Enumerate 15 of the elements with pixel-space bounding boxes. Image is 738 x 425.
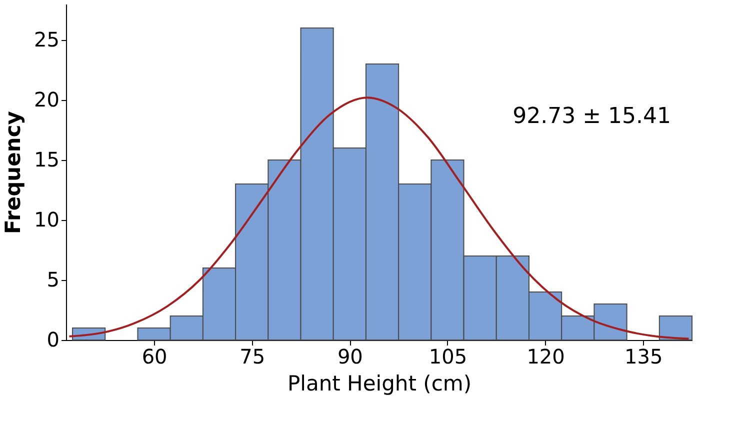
x-tick-label: 120 <box>526 344 565 368</box>
y-tick-label: 20 <box>34 88 60 112</box>
x-tick-label: 90 <box>337 344 363 368</box>
y-tick-label: 15 <box>34 148 60 172</box>
annotation: 92.73 ± 15.41 <box>512 104 672 129</box>
x-tick-label: 60 <box>142 344 168 368</box>
y-tick-label: 0 <box>46 328 60 352</box>
x-axis-title: Plant Height (cm) <box>287 372 472 396</box>
x-tick-label: 135 <box>624 344 663 368</box>
x-tick-label: 105 <box>428 344 468 368</box>
x-tick-label: 75 <box>240 344 266 368</box>
y-axis-title: Frequency <box>1 110 26 234</box>
y-tick-label: 5 <box>46 268 60 292</box>
y-tick-label: 25 <box>34 28 60 52</box>
y-tick-label: 10 <box>34 208 60 232</box>
